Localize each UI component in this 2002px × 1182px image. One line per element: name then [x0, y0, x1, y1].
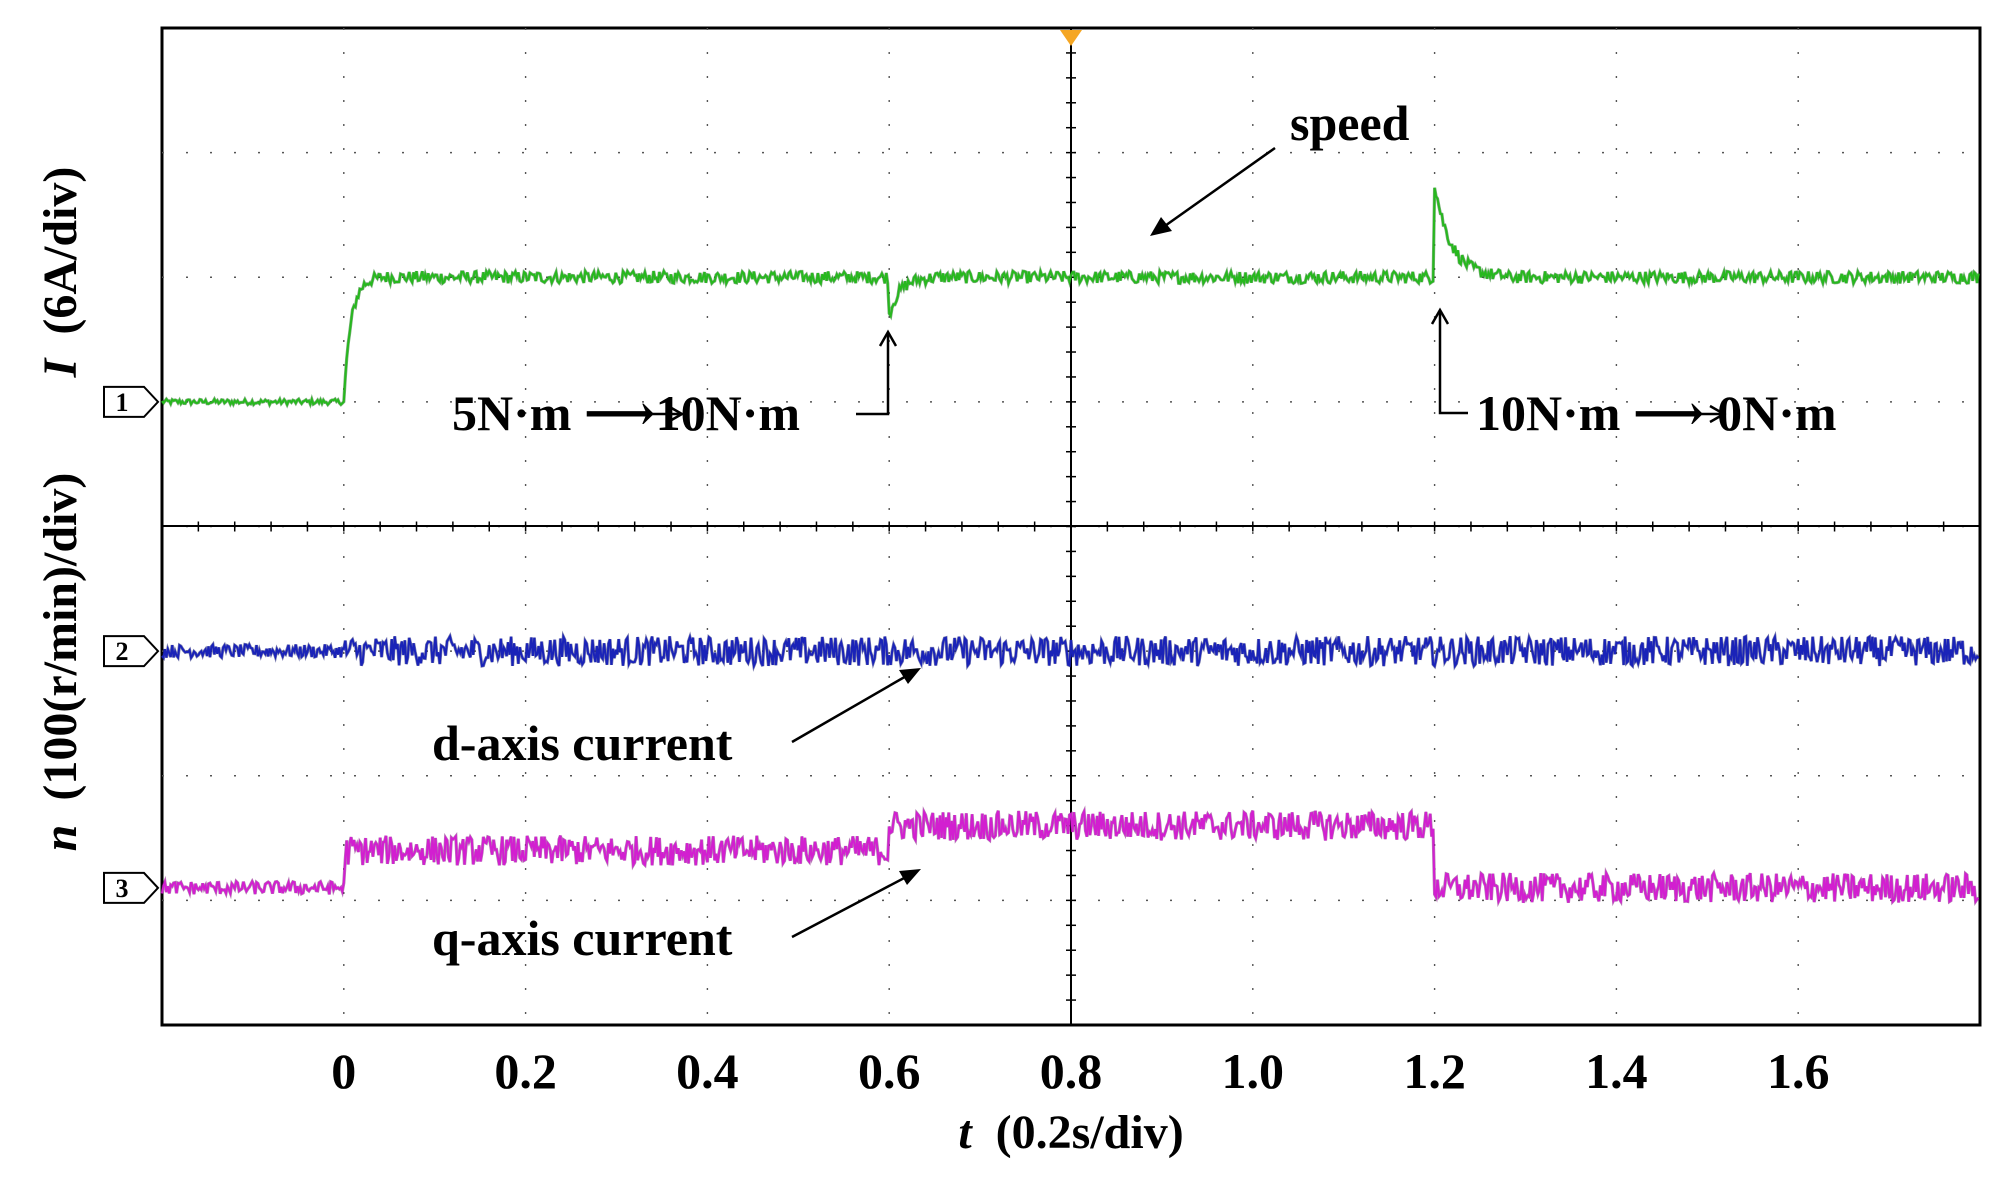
x-tick-1.0: 1.0 [1222, 1043, 1285, 1099]
trigger-marker [1060, 30, 1082, 46]
label-d-axis: d-axis current [432, 715, 733, 771]
channel-marker-1: 1 [103, 385, 160, 418]
x-tick-0: 0 [331, 1043, 356, 1099]
x-tick-1.4: 1.4 [1585, 1043, 1648, 1099]
x-tick-0.4: 0.4 [676, 1043, 739, 1099]
channel-marker-label: 3 [116, 874, 129, 903]
annotations [612, 146, 1727, 939]
channel-marker-2: 2 [103, 635, 160, 668]
label-speed: speed [1290, 95, 1410, 151]
x-axis-unit: (0.2s/div) [996, 1106, 1184, 1159]
x-tick-1.2: 1.2 [1403, 1043, 1466, 1099]
x-tick-0.8: 0.8 [1040, 1043, 1103, 1099]
trace-speed [161, 187, 1980, 408]
x-tick-1.6: 1.6 [1767, 1043, 1830, 1099]
channel-marker-label: 2 [116, 637, 129, 666]
traces [160, 187, 1981, 908]
channel-marker-3: 3 [103, 871, 160, 904]
x-tick-0.6: 0.6 [858, 1043, 921, 1099]
y-axis-title-top: I (6A/div) [34, 167, 87, 379]
trace-q-axis-current [161, 807, 1980, 905]
y-axis-top-unit: (6A/div) [34, 167, 87, 335]
x-tick-labels: 0 0.2 0.4 0.6 0.8 1.0 1.2 1.4 1.6 [331, 1043, 1829, 1099]
y-axis-bottom-var: n [34, 825, 87, 852]
channel-markers: 1 2 3 [103, 385, 160, 904]
x-axis-title: t (0.2s/div) [958, 1106, 1183, 1159]
channel-marker-label: 1 [116, 388, 129, 417]
x-tick-0.2: 0.2 [494, 1043, 557, 1099]
y-axis-bottom-unit: (100(r/min)/div) [34, 473, 87, 801]
label-load-down: 10N·m ⟶ 0N·m [1476, 385, 1837, 441]
y-axis-title-bottom: n (100(r/min)/div) [34, 473, 87, 852]
label-load-up: 5N·m ⟶10N·m [452, 385, 800, 441]
x-axis-var: t [958, 1106, 973, 1159]
y-axis-top-var: I [34, 356, 87, 378]
trace-d-axis-current [161, 632, 1980, 670]
label-q-axis: q-axis current [432, 910, 733, 966]
